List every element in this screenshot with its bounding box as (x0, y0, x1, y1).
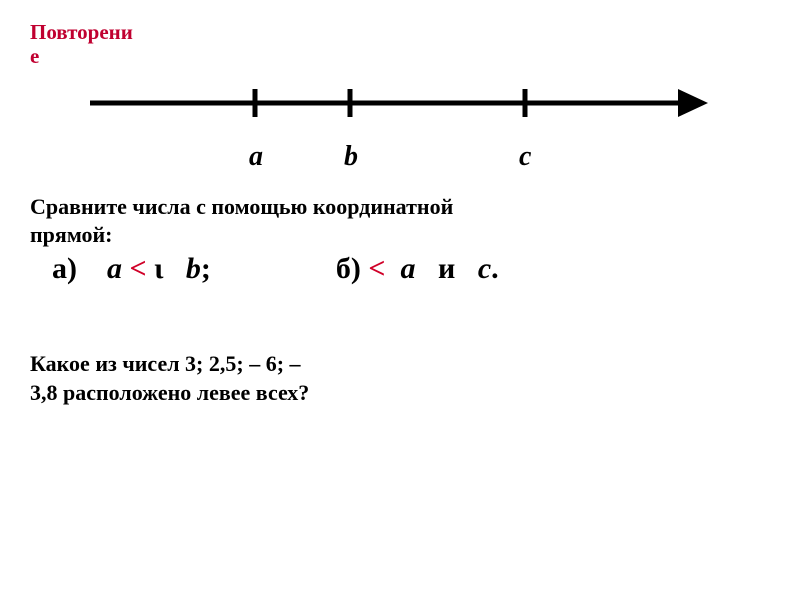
number-line-labels: a b c (60, 141, 770, 175)
prompt-line2: прямой: (30, 222, 113, 247)
number-line (60, 78, 740, 133)
ex-b-conj: и (438, 252, 455, 285)
ex-a-mid: ι (154, 252, 163, 285)
header-line1: Повторени (30, 20, 133, 44)
exercise-a: а) а < ι b; (52, 252, 211, 286)
exercises-row: а) а < ι b; б) < а и с. (52, 252, 770, 286)
prompt-line1: Сравните числа с помощью координатной (30, 194, 453, 219)
ex-b-operator: < (368, 252, 385, 285)
compare-prompt: Сравните числа с помощью координатной пр… (30, 193, 770, 248)
ex-a-var2: b (186, 252, 201, 285)
ex-a-var1: а (107, 252, 122, 285)
question-line2: 3,8 расположено левее всех? (30, 380, 309, 405)
ex-b-suffix: . (491, 252, 499, 285)
header-line2: е (30, 44, 39, 68)
question-line1: Какое из чисел 3; 2,5; – 6; – (30, 351, 301, 376)
label-b: b (344, 141, 358, 173)
ex-b-var2: с (478, 252, 491, 285)
label-c: c (519, 141, 531, 173)
ex-b-prefix: б) (336, 252, 361, 285)
ex-a-prefix: а) (52, 252, 77, 285)
section-header: Повторени е (30, 20, 770, 68)
number-line-svg (60, 78, 710, 128)
question-text: Какое из чисел 3; 2,5; – 6; – 3,8 распол… (30, 350, 770, 407)
exercise-b: б) < а и с. (336, 252, 499, 286)
ex-a-operator: < (130, 252, 147, 285)
ex-a-suffix: ; (201, 252, 211, 285)
ex-b-var1: а (401, 252, 416, 285)
label-a: a (249, 141, 263, 173)
